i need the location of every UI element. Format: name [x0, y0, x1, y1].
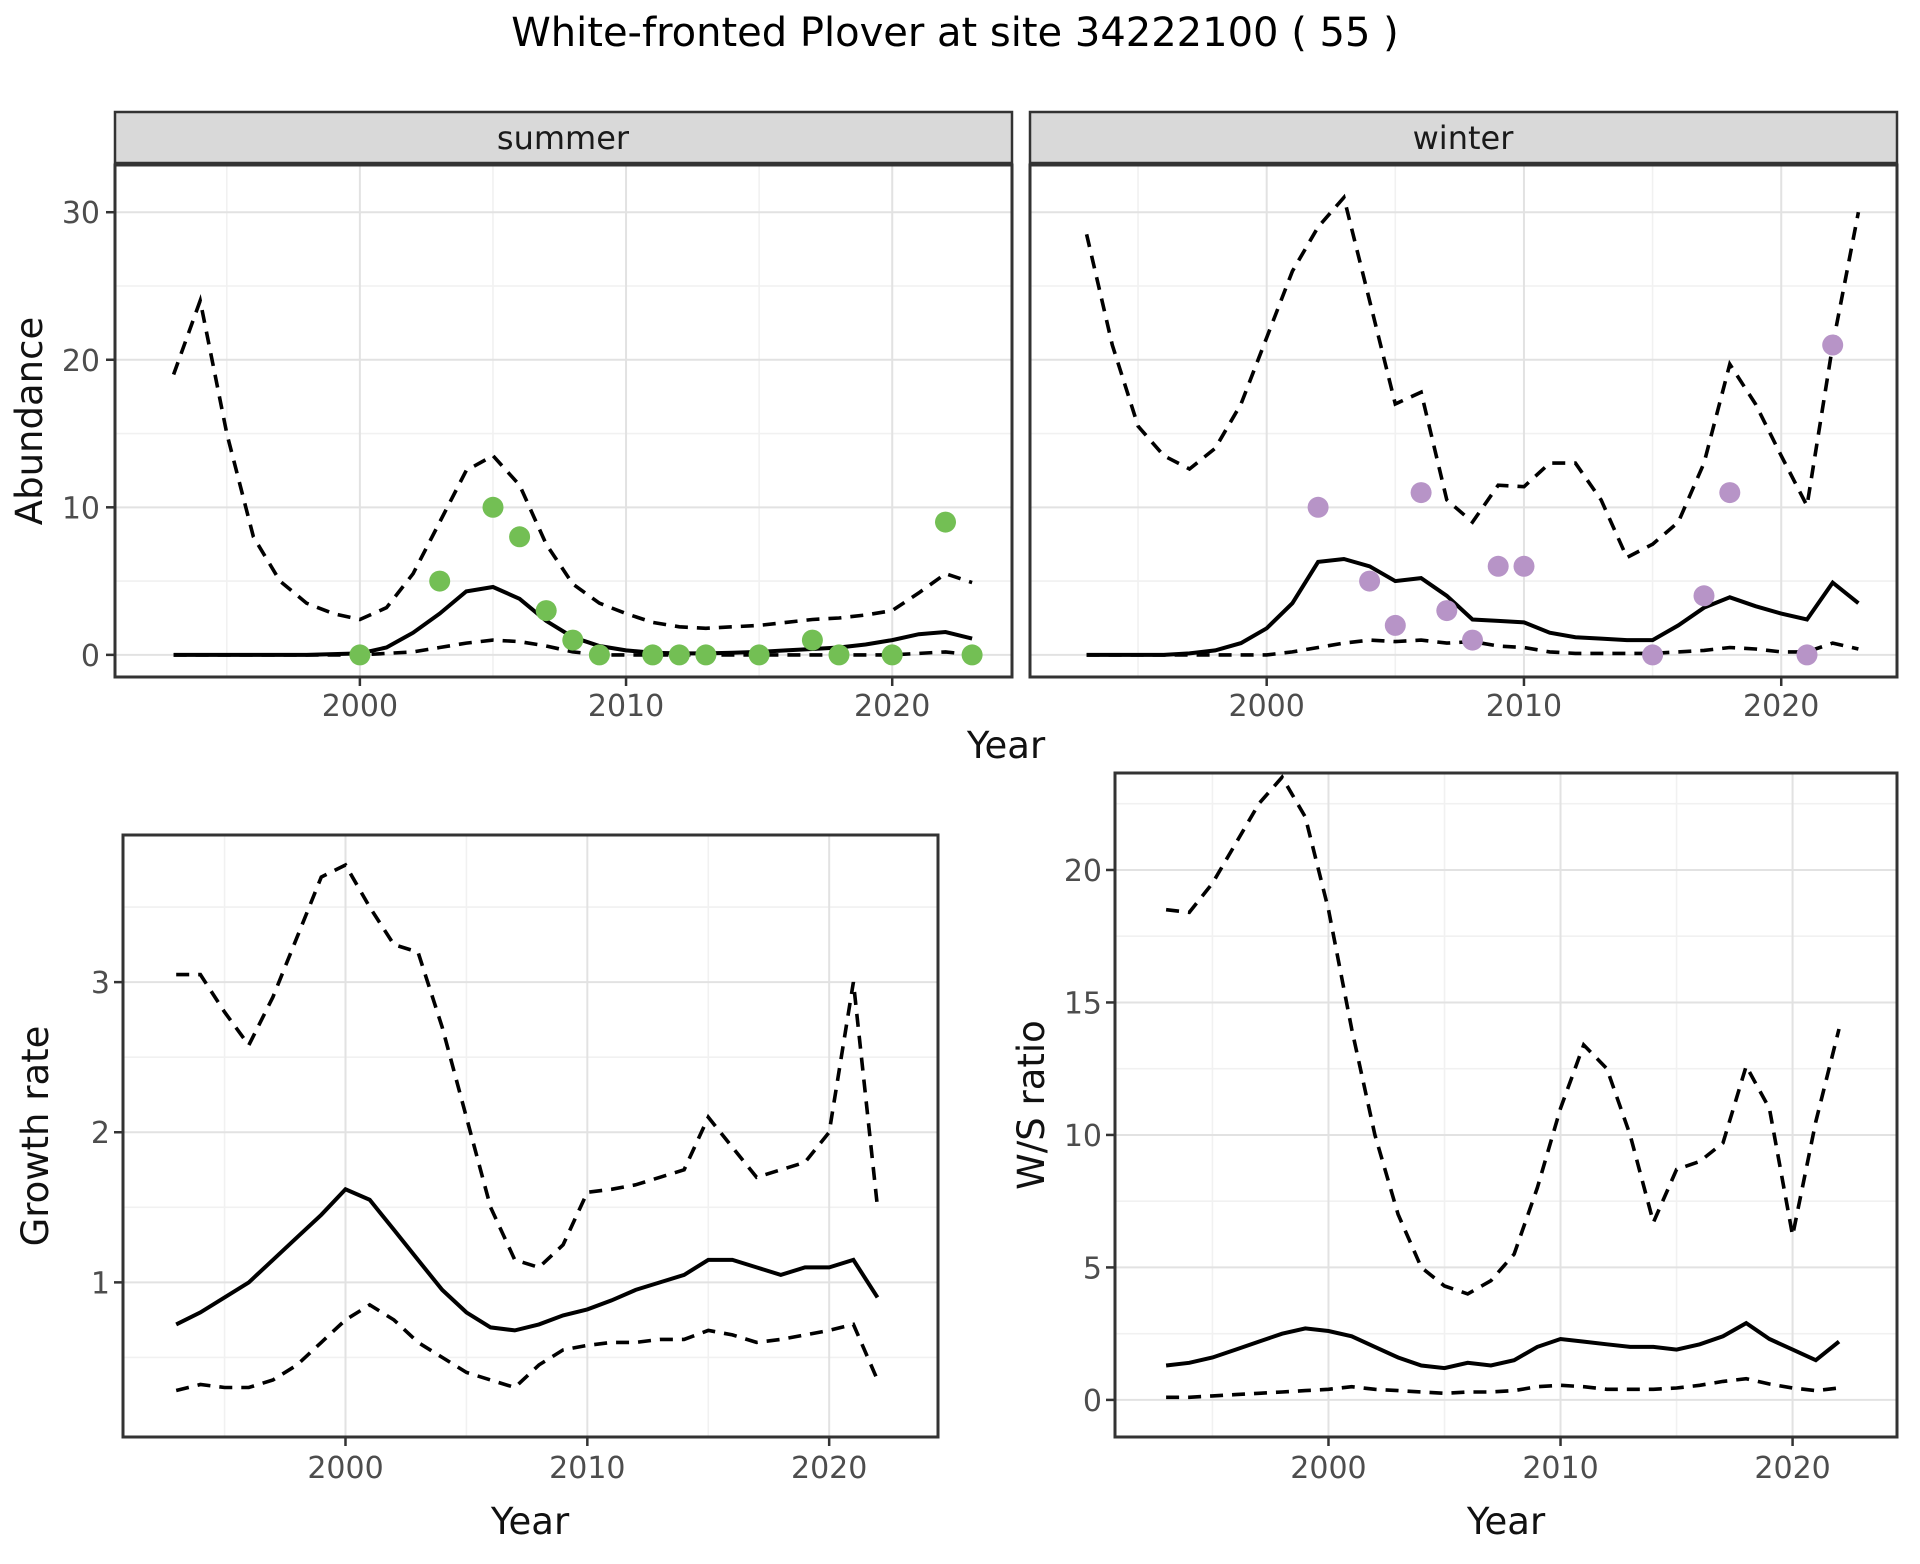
growth-rate-upper-ci-line: [176, 862, 880, 1270]
winter-observed-point: [1384, 614, 1406, 636]
winter-observed-point: [1719, 482, 1741, 504]
ws-xaxis-title: Year: [1466, 1500, 1546, 1543]
summer-observed-point: [535, 600, 557, 622]
ws-ratio-axis-title: W/S ratio: [1010, 1020, 1053, 1190]
summer-observed-point: [695, 644, 717, 666]
x-tick-label: 2010: [1486, 689, 1562, 724]
summer-observed-point: [588, 644, 610, 666]
winter-observed-point: [1642, 644, 1664, 666]
summer-panel-border: [113, 163, 1014, 679]
y-tick-label: 1: [91, 1266, 110, 1301]
winter-observed-point: [1410, 482, 1432, 504]
summer-observed-point: [668, 644, 690, 666]
w-s-ratio-median-line: [1165, 1320, 1841, 1371]
winter-median-line: [1086, 556, 1860, 657]
y-tick-label: 10: [1064, 1119, 1102, 1154]
winter-lower-ci-line: [1086, 638, 1859, 657]
winter-observed-point: [1436, 600, 1458, 622]
growth-rate-median-line: [175, 1186, 880, 1333]
y-tick-label: 20: [1064, 854, 1102, 889]
winter-observed-point: [1359, 570, 1381, 592]
summer-observed-point: [748, 644, 770, 666]
y-tick-label: 15: [1064, 986, 1102, 1021]
x-tick-label: 2020: [1754, 1451, 1830, 1486]
x-tick-label: 2000: [322, 689, 398, 724]
top-xaxis-title: Year: [966, 724, 1046, 767]
summer-upper-ci-line: [171, 294, 973, 631]
y-tick-label: 2: [91, 1116, 110, 1151]
growth-xaxis-title: Year: [490, 1500, 570, 1543]
facet-label-summer: summer: [497, 119, 630, 157]
x-tick-label: 2020: [1743, 689, 1819, 724]
w-s-ratio-panel-border: [1113, 771, 1899, 1439]
winter-observed-point: [1822, 334, 1844, 356]
y-tick-label: 20: [62, 344, 100, 379]
winter-panel-border: [1028, 163, 1899, 679]
w-s-ratio-upper-ci-line: [1165, 774, 1841, 1296]
winter-observed-point: [1487, 555, 1509, 577]
summer-observed-points: [349, 496, 983, 666]
summer-observed-point: [961, 644, 983, 666]
abundance-axis-title: Abundance: [8, 317, 51, 525]
facet-strips: summer winter: [113, 110, 1899, 165]
y-tick-label: 0: [81, 639, 100, 674]
facet-strip-winter: [1028, 110, 1899, 165]
x-tick-label: 2010: [1522, 1451, 1598, 1486]
summer-observed-point: [828, 644, 850, 666]
summer-observed-point: [429, 570, 451, 592]
x-tick-label: 2020: [854, 689, 930, 724]
growth-rate-panel-border: [121, 833, 940, 1439]
x-tick-label: 2000: [307, 1451, 383, 1486]
summer-observed-point: [881, 644, 903, 666]
winter-panel: 2000 2010 2020: [1028, 163, 1899, 724]
x-tick-label: 2000: [1229, 689, 1305, 724]
summer-observed-point: [935, 511, 956, 533]
w-s-ratio-panel: 2000 2010 2020 0 5 10 15 20: [1064, 771, 1899, 1486]
y-tick-label: 10: [62, 491, 100, 526]
x-tick-label: 2010: [588, 689, 664, 724]
y-tick-label: 30: [62, 196, 100, 231]
facet-strip-summer: [113, 110, 1014, 165]
facet-label-winter: winter: [1413, 119, 1515, 157]
growth-rate-panel: 2000 2010 2020 1 2 3: [91, 833, 940, 1486]
x-tick-label: 2000: [1290, 1451, 1366, 1486]
summer-observed-point: [482, 496, 504, 518]
growth-rate-lower-ci-line: [175, 1302, 880, 1393]
summer-observed-point: [642, 644, 664, 666]
w-s-ratio-lower-ci-line: [1166, 1376, 1840, 1400]
winter-observed-point: [1513, 555, 1535, 577]
y-tick-label: 5: [1083, 1251, 1102, 1286]
winter-upper-ci-line: [1084, 193, 1861, 560]
growth-rate-axis-title: Growth rate: [14, 1026, 57, 1247]
winter-observed-point: [1693, 585, 1715, 607]
chart-title: White-fronted Plover at site 34222100 ( …: [511, 10, 1398, 56]
y-tick-label: 0: [1083, 1384, 1102, 1419]
x-tick-label: 2010: [549, 1451, 625, 1486]
y-tick-label: 3: [91, 966, 110, 1001]
winter-observed-point: [1307, 496, 1329, 518]
winter-observed-points: [1307, 334, 1844, 666]
winter-observed-point: [1796, 644, 1818, 666]
summer-observed-point: [801, 629, 823, 651]
summer-observed-point: [509, 526, 531, 548]
summer-observed-point: [349, 644, 371, 666]
summer-panel: 2000 2010 2020 0 10 20 30: [62, 163, 1014, 724]
winter-observed-point: [1462, 629, 1483, 651]
x-tick-label: 2020: [791, 1451, 867, 1486]
summer-observed-point: [562, 629, 584, 651]
